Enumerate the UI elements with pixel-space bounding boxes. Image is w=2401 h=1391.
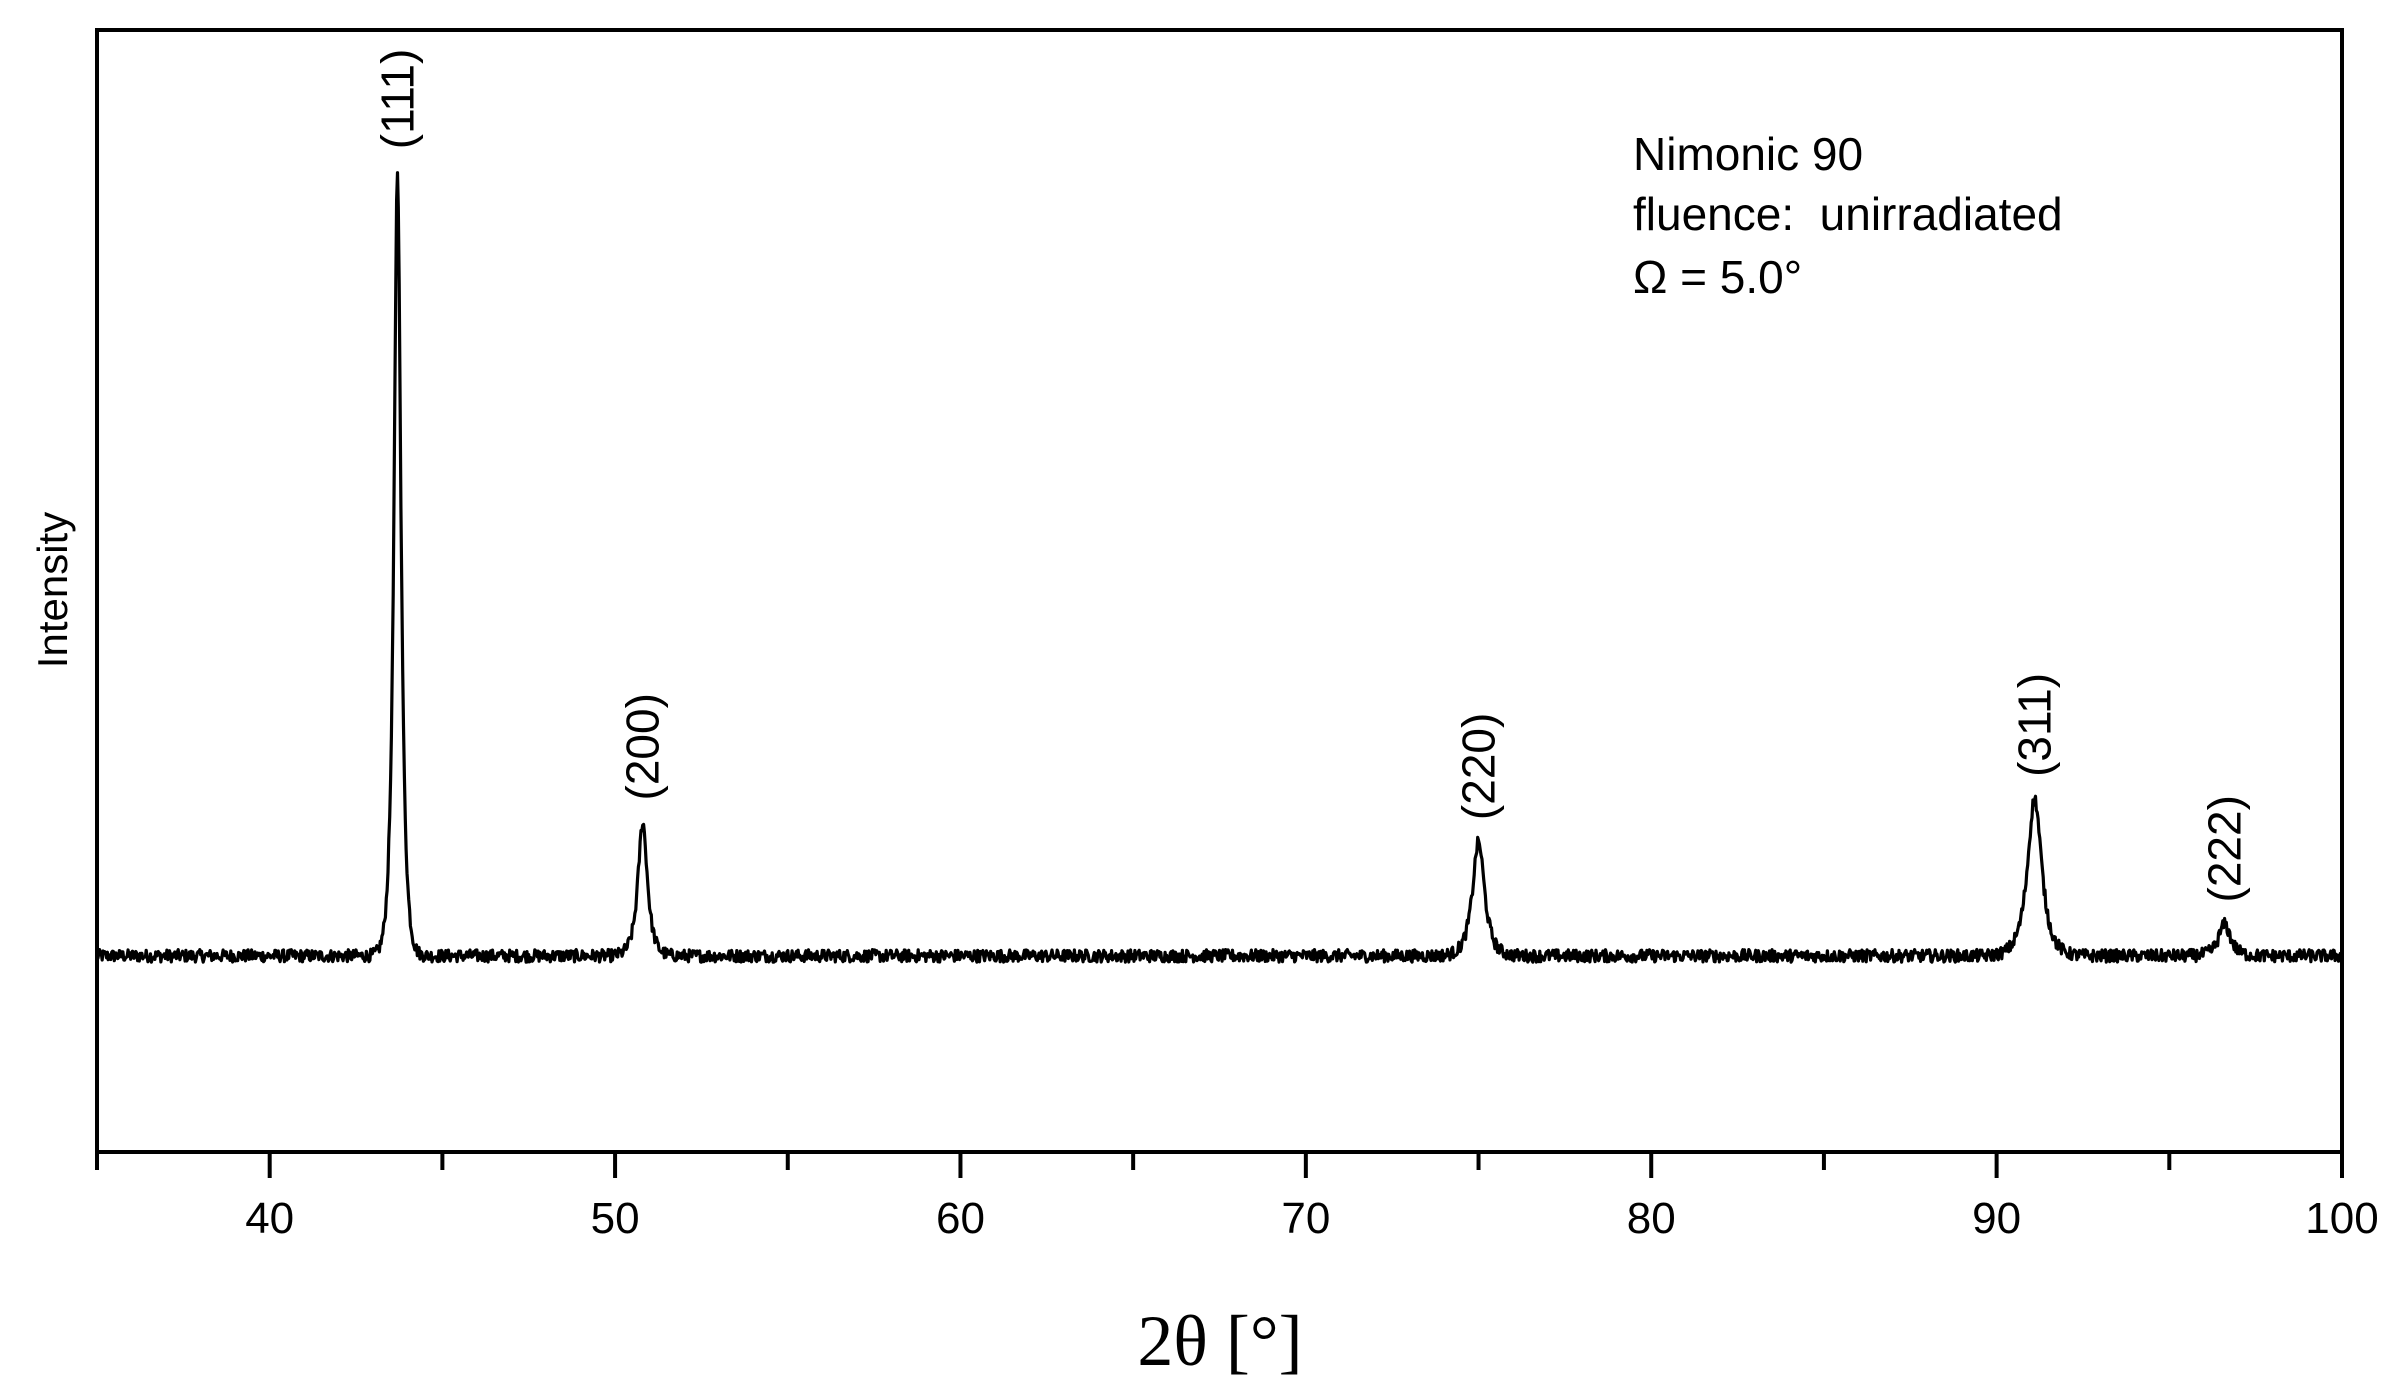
y-axis-title: Intensity xyxy=(29,512,76,668)
peak-label: (222) xyxy=(2199,795,2251,902)
peak-labels: (111) (200) (220) (311) (222) xyxy=(371,49,2250,903)
x-tick-label: 40 xyxy=(245,1194,294,1243)
diffraction-pattern-line xyxy=(95,171,2344,964)
annotation-material: Nimonic 90 xyxy=(1633,128,1863,180)
peak-label: (200) xyxy=(617,693,669,800)
peak-label: (111) xyxy=(371,49,423,150)
x-tick-label: 70 xyxy=(1281,1194,1330,1243)
x-tick-label: 60 xyxy=(936,1194,985,1243)
peak-label: (311) xyxy=(2009,673,2061,777)
plot-frame xyxy=(95,28,2344,1154)
x-axis-ticks xyxy=(95,1152,2344,1178)
x-tick-label: 50 xyxy=(591,1194,640,1243)
x-tick-label: 90 xyxy=(1972,1194,2021,1243)
x-axis-tick-labels: 40 50 60 70 80 90 100 xyxy=(245,1194,2378,1243)
x-axis-title: 2θ [°] xyxy=(1137,1301,1302,1381)
peak-label: (220) xyxy=(1453,713,1505,820)
x-tick-label: 80 xyxy=(1627,1194,1676,1243)
x-tick-label: 100 xyxy=(2305,1194,2378,1243)
annotation-fluence: fluence: unirradiated xyxy=(1633,188,2063,240)
annotation-omega: Ω = 5.0° xyxy=(1633,251,1802,303)
